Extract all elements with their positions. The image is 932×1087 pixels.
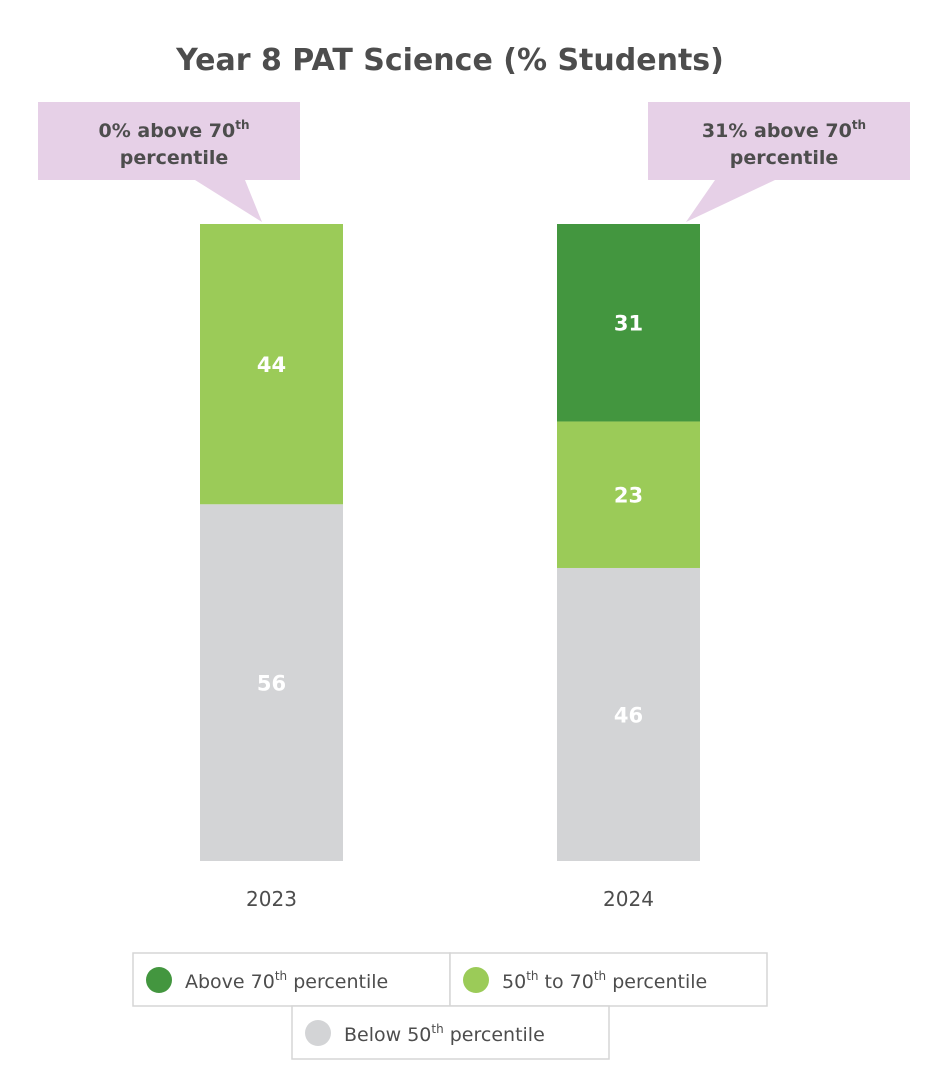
- bar-value-label: 46: [614, 703, 643, 727]
- bar-value-label: 31: [614, 312, 643, 336]
- bar-value-label: 56: [257, 672, 286, 696]
- legend-item-2: Below 50th percentile: [291, 1005, 610, 1060]
- bar-value-label: 44: [257, 353, 286, 377]
- legend-item-0: Above 70th percentile: [132, 952, 451, 1007]
- bar-2024-series-2: [557, 567, 700, 861]
- legend-cell: [291, 1005, 610, 1060]
- callout-line2: percentile: [120, 147, 229, 169]
- legend-label: 50th to 70th percentile: [502, 969, 707, 993]
- callout-box: [648, 102, 910, 180]
- bar-2023-series-2: [200, 504, 343, 861]
- legend-item-1: 50th to 70th percentile: [449, 952, 768, 1007]
- category-label: 2024: [603, 887, 654, 911]
- callout-line2: percentile: [730, 147, 839, 169]
- callout-box: [38, 102, 300, 180]
- bar-2024-series-0: [557, 224, 700, 422]
- legend-swatch: [146, 967, 172, 993]
- callout-line1: 0% above 70th: [99, 118, 250, 142]
- legend-label: Above 70th percentile: [185, 969, 388, 993]
- callout-line1: 31% above 70th: [702, 118, 866, 142]
- bar-2023-series-1: [200, 224, 343, 505]
- legend: Above 70th percentile 50th to 70th percen…: [132, 952, 768, 1060]
- category-labels: 2023 2024: [246, 887, 654, 911]
- callouts: 0% above 70th percentile 31% above 70th per…: [38, 102, 910, 222]
- chart-title: Year 8 PAT Science (% Students): [175, 43, 724, 78]
- bars: 56 44 46 23 31: [200, 224, 700, 861]
- legend-label: Below 50th percentile: [344, 1022, 545, 1046]
- callout-pointer: [195, 180, 262, 222]
- legend-swatch: [305, 1020, 331, 1046]
- callout-2023: 0% above 70th percentile: [38, 102, 300, 222]
- legend-swatch: [463, 967, 489, 993]
- bar-2024-series-1: [557, 421, 700, 568]
- callout-2024: 31% above 70th percentile: [648, 102, 910, 222]
- callout-pointer: [686, 180, 775, 222]
- category-label: 2023: [246, 887, 297, 911]
- bar-value-label: 23: [614, 484, 643, 508]
- legend-cell: [449, 952, 768, 1007]
